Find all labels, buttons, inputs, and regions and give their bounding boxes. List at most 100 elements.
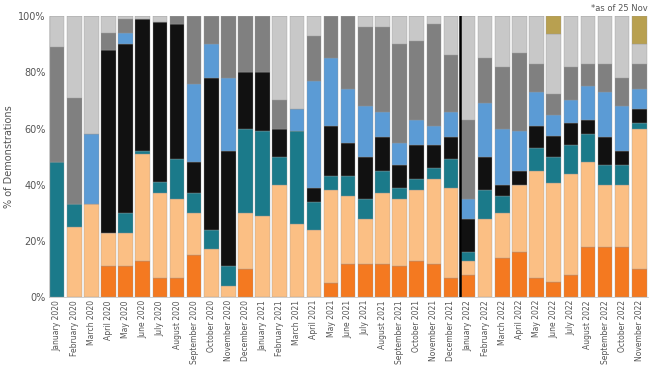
Bar — [50, 47, 65, 162]
Bar — [478, 190, 492, 219]
Bar — [375, 137, 390, 171]
Bar — [581, 162, 595, 247]
Bar — [375, 193, 390, 263]
Bar — [119, 233, 133, 266]
Bar — [563, 174, 578, 275]
Bar — [563, 275, 578, 297]
Bar — [426, 168, 441, 179]
Bar — [409, 190, 424, 261]
Bar — [170, 277, 185, 297]
Bar — [529, 16, 544, 64]
Bar — [187, 84, 201, 162]
Bar — [238, 72, 253, 128]
Bar — [529, 171, 544, 277]
Bar — [273, 185, 287, 297]
Bar — [529, 64, 544, 92]
Bar — [306, 81, 321, 188]
Bar — [221, 266, 235, 286]
Bar — [221, 151, 235, 266]
Bar — [324, 283, 338, 297]
Bar — [136, 19, 150, 151]
Bar — [478, 219, 492, 297]
Bar — [67, 98, 82, 205]
Bar — [443, 16, 458, 55]
Bar — [409, 145, 424, 179]
Bar — [632, 128, 647, 269]
Bar — [170, 24, 185, 159]
Bar — [84, 205, 98, 297]
Bar — [187, 255, 201, 297]
Bar — [84, 134, 98, 205]
Bar — [324, 126, 338, 176]
Bar — [273, 16, 287, 100]
Bar — [375, 263, 390, 297]
Bar — [443, 159, 458, 188]
Bar — [221, 78, 235, 151]
Bar — [153, 16, 167, 22]
Bar — [256, 16, 270, 72]
Bar — [478, 16, 492, 58]
Bar — [478, 58, 492, 103]
Bar — [204, 78, 218, 230]
Bar — [563, 123, 578, 145]
Bar — [598, 16, 612, 64]
Bar — [546, 183, 561, 282]
Bar — [273, 128, 287, 157]
Bar — [598, 185, 612, 247]
Bar — [615, 16, 629, 78]
Bar — [341, 89, 355, 142]
Bar — [324, 176, 338, 190]
Bar — [563, 100, 578, 123]
Bar — [495, 258, 510, 297]
Bar — [256, 72, 270, 131]
Bar — [598, 92, 612, 137]
Bar — [581, 64, 595, 86]
Bar — [598, 64, 612, 92]
Bar — [204, 44, 218, 78]
Bar — [375, 171, 390, 193]
Bar — [615, 106, 629, 151]
Bar — [495, 185, 510, 196]
Bar — [119, 33, 133, 44]
Bar — [358, 157, 373, 199]
Bar — [119, 16, 133, 19]
Bar — [581, 16, 595, 64]
Bar — [238, 213, 253, 269]
Bar — [50, 16, 65, 47]
Bar — [119, 19, 133, 33]
Bar — [256, 216, 270, 297]
Bar — [615, 247, 629, 297]
Bar — [426, 126, 441, 145]
Bar — [306, 188, 321, 202]
Bar — [273, 100, 287, 128]
Bar — [615, 151, 629, 165]
Bar — [632, 89, 647, 109]
Bar — [461, 275, 475, 297]
Bar — [306, 230, 321, 297]
Bar — [136, 261, 150, 297]
Bar — [529, 148, 544, 171]
Bar — [632, 109, 647, 123]
Bar — [221, 16, 235, 78]
Bar — [375, 16, 390, 27]
Bar — [204, 230, 218, 250]
Bar — [546, 282, 561, 297]
Bar — [409, 41, 424, 120]
Bar — [170, 159, 185, 199]
Bar — [101, 233, 116, 266]
Bar — [478, 103, 492, 157]
Bar — [84, 16, 98, 134]
Y-axis label: % of Demonstrations: % of Demonstrations — [4, 105, 14, 208]
Bar — [341, 176, 355, 196]
Bar — [409, 179, 424, 190]
Bar — [529, 92, 544, 126]
Bar — [546, 34, 561, 94]
Bar — [170, 199, 185, 277]
Bar — [256, 131, 270, 216]
Bar — [546, 115, 561, 136]
Bar — [581, 134, 595, 162]
Bar — [512, 131, 527, 171]
Bar — [324, 190, 338, 283]
Bar — [306, 202, 321, 230]
Bar — [478, 157, 492, 190]
